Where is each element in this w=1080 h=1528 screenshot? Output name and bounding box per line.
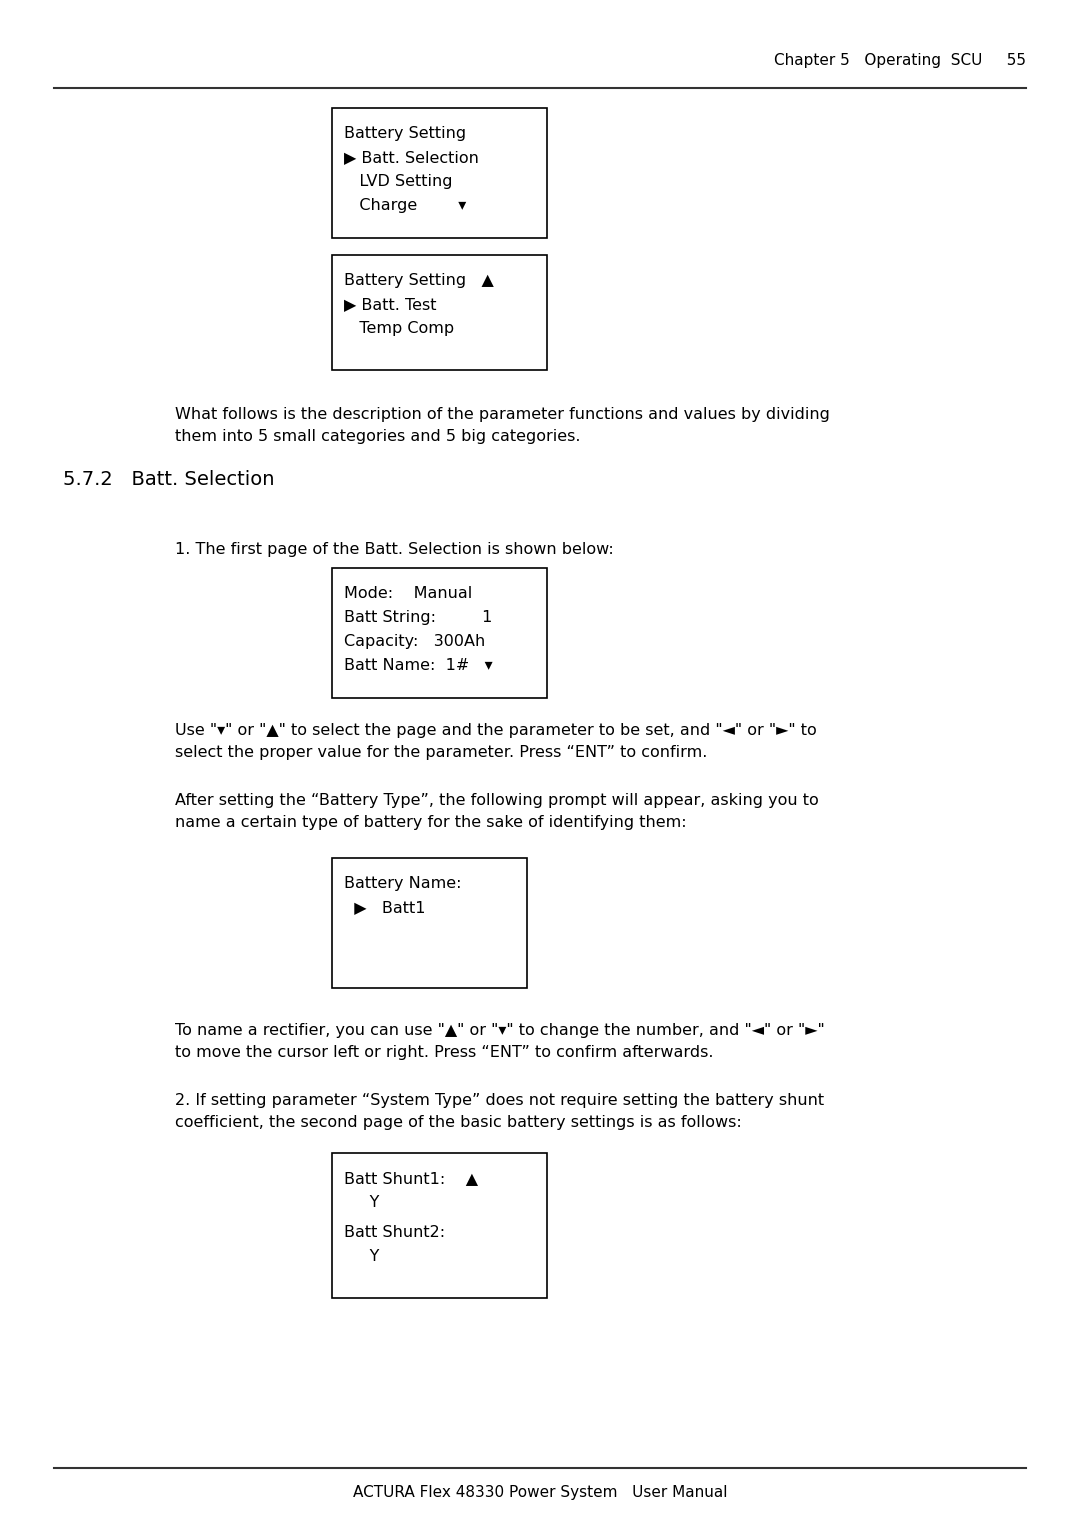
Bar	[332, 568, 546, 698]
Text: Battery Setting: Battery Setting	[345, 125, 467, 141]
Text: Y: Y	[345, 1195, 379, 1210]
Text: What follows is the description of the parameter functions and values by dividin: What follows is the description of the p…	[175, 406, 829, 422]
Text: Mode:    Manual: Mode: Manual	[345, 587, 472, 601]
Text: Y: Y	[345, 1248, 379, 1264]
Text: ▶ Batt. Selection: ▶ Batt. Selection	[345, 150, 478, 165]
Text: 1. The first page of the Batt. Selection is shown below:: 1. The first page of the Batt. Selection…	[175, 542, 613, 558]
Text: LVD Setting: LVD Setting	[345, 174, 453, 189]
Text: ACTURA Flex 48330 Power System   User Manual: ACTURA Flex 48330 Power System User Manu…	[353, 1485, 727, 1500]
Text: After setting the “Battery Type”, the following prompt will appear, asking you t: After setting the “Battery Type”, the fo…	[175, 793, 819, 808]
Text: Batt String:         1: Batt String: 1	[345, 610, 492, 625]
Text: Batt Shunt1:    ▲: Batt Shunt1: ▲	[345, 1170, 478, 1186]
Text: Battery Setting   ▲: Battery Setting ▲	[345, 274, 494, 287]
Text: ▶   Batt1: ▶ Batt1	[345, 900, 426, 915]
Text: 2. If setting parameter “System Type” does not require setting the battery shunt: 2. If setting parameter “System Type” do…	[175, 1093, 824, 1108]
Bar	[332, 255, 546, 370]
Text: Charge        ▾: Charge ▾	[345, 199, 467, 212]
Bar	[332, 1154, 546, 1297]
Text: Batt Name:  1#   ▾: Batt Name: 1# ▾	[345, 659, 492, 672]
Text: name a certain type of battery for the sake of identifying them:: name a certain type of battery for the s…	[175, 814, 687, 830]
Text: Capacity:   300Ah: Capacity: 300Ah	[345, 634, 485, 649]
Text: Battery Name:: Battery Name:	[345, 876, 461, 891]
Text: select the proper value for the parameter. Press “ENT” to confirm.: select the proper value for the paramete…	[175, 746, 707, 759]
Text: Chapter 5   Operating  SCU     55: Chapter 5 Operating SCU 55	[774, 53, 1026, 69]
Text: To name a rectifier, you can use "▲" or "▾" to change the number, and "◄" or "►": To name a rectifier, you can use "▲" or …	[175, 1024, 825, 1038]
Text: 5.7.2   Batt. Selection: 5.7.2 Batt. Selection	[63, 471, 274, 489]
Text: to move the cursor left or right. Press “ENT” to confirm afterwards.: to move the cursor left or right. Press …	[175, 1045, 714, 1060]
Text: them into 5 small categories and 5 big categories.: them into 5 small categories and 5 big c…	[175, 429, 581, 445]
Text: Temp Comp: Temp Comp	[345, 321, 454, 336]
Text: ▶ Batt. Test: ▶ Batt. Test	[345, 296, 436, 312]
Text: Batt Shunt2:: Batt Shunt2:	[345, 1225, 445, 1241]
Text: coefficient, the second page of the basic battery settings is as follows:: coefficient, the second page of the basi…	[175, 1115, 742, 1131]
Bar	[332, 859, 527, 989]
Text: Use "▾" or "▲" to select the page and the parameter to be set, and "◄" or "►" to: Use "▾" or "▲" to select the page and th…	[175, 723, 816, 738]
Bar	[332, 108, 546, 238]
